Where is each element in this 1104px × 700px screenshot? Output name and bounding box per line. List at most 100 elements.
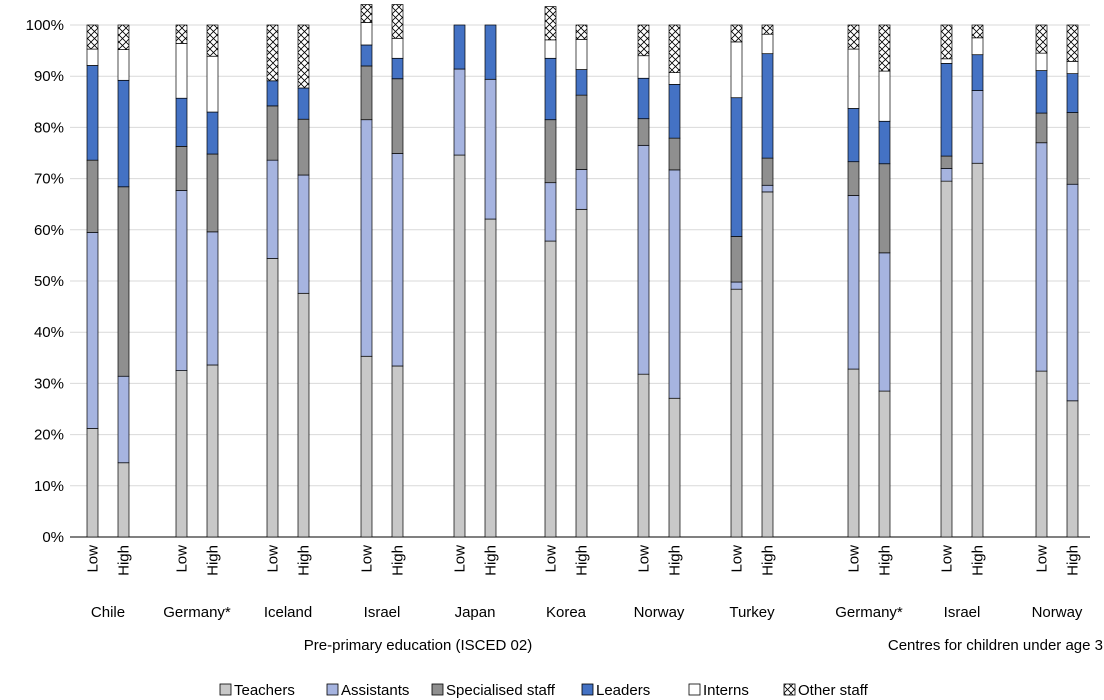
bar-segment-interns bbox=[360, 22, 373, 46]
bar-label: Low bbox=[265, 545, 282, 573]
bar-segment-assistants bbox=[637, 144, 650, 375]
bar-label: High bbox=[667, 545, 684, 576]
bar-segment-assistants bbox=[544, 182, 557, 242]
bar-label: High bbox=[877, 545, 894, 576]
bar-segment-leaders bbox=[730, 97, 743, 237]
section-label: Pre-primary education (ISCED 02) bbox=[304, 637, 532, 654]
bar-segment-leaders bbox=[86, 65, 99, 161]
bar-segment-interns bbox=[1066, 61, 1079, 74]
bar-segment-assistants bbox=[1035, 142, 1048, 372]
bar-segment-teachers bbox=[1066, 400, 1079, 538]
bar-segment-specialised-staff bbox=[117, 186, 130, 377]
bar-segment-assistants bbox=[453, 68, 466, 156]
bar-segment-other-staff bbox=[637, 24, 650, 57]
y-tick-label: 20% bbox=[34, 427, 64, 444]
x-axis-labels: Low High Chile Low High Germany* Low High Icelan… bbox=[85, 545, 1104, 654]
bar-segment-other-staff bbox=[668, 24, 681, 73]
bar-segment-specialised-staff bbox=[940, 155, 953, 169]
bar-segment-assistants bbox=[847, 195, 860, 370]
bar-segment-other-staff bbox=[847, 24, 860, 50]
bar-segment-other-staff bbox=[761, 24, 774, 35]
bar-label: Low bbox=[1034, 545, 1051, 573]
bar-segment-specialised-staff bbox=[86, 159, 99, 233]
bar-segment-interns bbox=[847, 48, 860, 109]
bar-segment-other-staff bbox=[175, 24, 188, 44]
y-tick-label: 80% bbox=[34, 119, 64, 136]
bar-segment-other-staff bbox=[117, 24, 130, 50]
bar-segment-teachers bbox=[86, 428, 99, 538]
bar-label: Low bbox=[174, 545, 191, 573]
bar-segment-assistants bbox=[206, 231, 219, 366]
y-tick-label: 70% bbox=[34, 171, 64, 188]
legend-swatch bbox=[783, 683, 796, 696]
y-tick-label: 90% bbox=[34, 68, 64, 85]
bar-segment-specialised-staff bbox=[360, 65, 373, 121]
legend-label: Other staff bbox=[798, 682, 869, 699]
bar-segment-leaders bbox=[668, 84, 681, 139]
bar-segment-teachers bbox=[266, 258, 279, 538]
group-label: Germany* bbox=[163, 604, 231, 621]
bar-segment-specialised-staff bbox=[761, 157, 774, 186]
bar-segment-other-staff bbox=[878, 24, 891, 72]
bar-segment-assistants bbox=[297, 174, 310, 294]
bar-segment-interns bbox=[878, 70, 891, 122]
group-label: Israel bbox=[944, 604, 981, 621]
bar-segment-leaders bbox=[544, 57, 557, 121]
bar-segment-specialised-staff bbox=[206, 153, 219, 233]
bar-label: Low bbox=[359, 545, 376, 573]
legend-swatch bbox=[581, 683, 594, 696]
bar-segment-teachers bbox=[730, 288, 743, 538]
y-tick-label: 30% bbox=[34, 375, 64, 392]
bar-segment-teachers bbox=[175, 370, 188, 538]
bar-label: High bbox=[296, 545, 313, 576]
bar-label: High bbox=[1065, 545, 1082, 576]
bar-segment-other-staff bbox=[297, 24, 310, 89]
group-label: Norway bbox=[634, 604, 685, 621]
bar-label: High bbox=[205, 545, 222, 576]
y-tick-label: 50% bbox=[34, 273, 64, 290]
bar-segment-teachers bbox=[391, 365, 404, 538]
bar-label: High bbox=[483, 545, 500, 576]
bar-segment-teachers bbox=[1035, 370, 1048, 538]
group-label: Korea bbox=[546, 604, 587, 621]
bar-segment-teachers bbox=[206, 364, 219, 538]
section-label: Centres for children under age 3 bbox=[888, 637, 1103, 654]
bar-segment-specialised-staff bbox=[266, 105, 279, 161]
bar-segment-interns bbox=[668, 72, 681, 85]
bar-segment-interns bbox=[1035, 52, 1048, 71]
group-label: Chile bbox=[91, 604, 125, 621]
bar-segment-specialised-staff bbox=[637, 118, 650, 146]
bar-segment-leaders bbox=[637, 77, 650, 120]
legend: Teachers Assistants Specialised staff Leade… bbox=[219, 682, 869, 699]
bar-label: Low bbox=[543, 545, 560, 573]
group-label: Israel bbox=[364, 604, 401, 621]
bar-segment-leaders bbox=[117, 79, 130, 188]
bar-segment-teachers bbox=[360, 355, 373, 538]
bar-segment-other-staff bbox=[391, 4, 404, 39]
legend-label: Assistants bbox=[341, 682, 409, 699]
bar-segment-teachers bbox=[847, 368, 860, 538]
group-label: Japan bbox=[455, 604, 496, 621]
bar-label: High bbox=[574, 545, 591, 576]
bar-segment-leaders bbox=[453, 24, 466, 70]
bar-segment-teachers bbox=[637, 373, 650, 538]
bar-segment-interns bbox=[391, 37, 404, 59]
group-label: Norway bbox=[1032, 604, 1083, 621]
bar-segment-leaders bbox=[484, 24, 497, 80]
bar-segment-leaders bbox=[360, 44, 373, 67]
bar-segment-other-staff bbox=[730, 24, 743, 43]
legend-swatch bbox=[688, 683, 701, 696]
y-tick-label: 10% bbox=[34, 478, 64, 495]
bar-segment-other-staff bbox=[544, 6, 557, 41]
bar-segment-teachers bbox=[878, 390, 891, 538]
bar-segment-leaders bbox=[1066, 73, 1079, 113]
bar-segment-assistants bbox=[117, 375, 130, 464]
bar-segment-specialised-staff bbox=[297, 118, 310, 176]
bar-label: Low bbox=[636, 545, 653, 573]
legend-label: Specialised staff bbox=[446, 682, 556, 699]
bar-segment-teachers bbox=[940, 180, 953, 538]
bar-segment-other-staff bbox=[86, 24, 99, 50]
bar-segment-other-staff bbox=[360, 4, 373, 23]
bar-segment-assistants bbox=[266, 159, 279, 259]
